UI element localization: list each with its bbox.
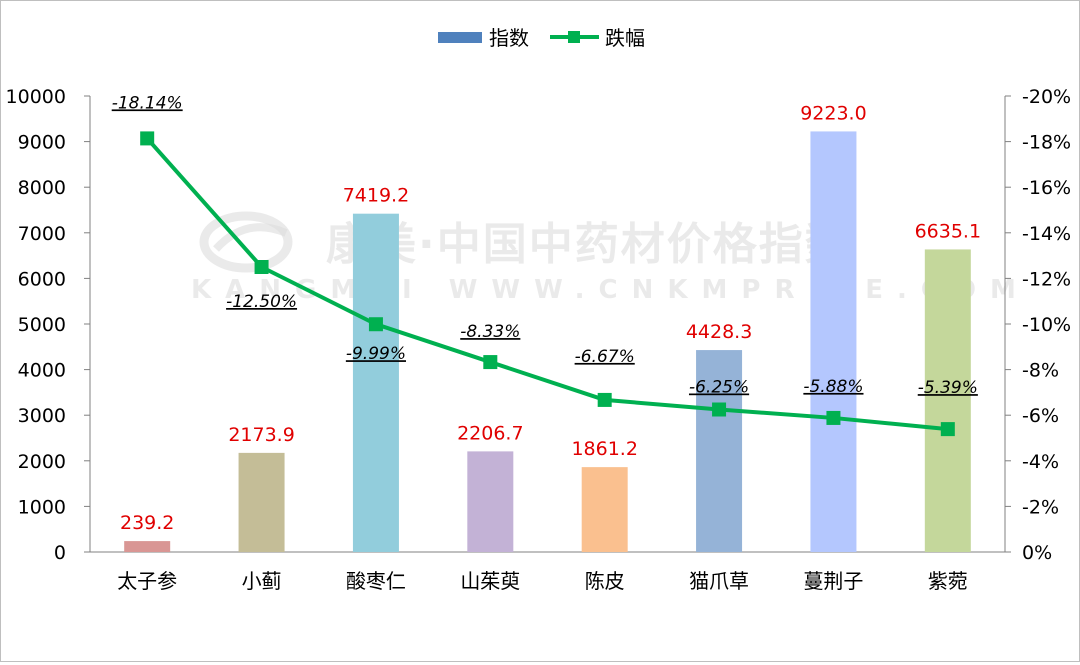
bar-value-label: 1861.2: [571, 438, 637, 460]
category-label: 太子参: [117, 569, 177, 593]
line-labels: -18.14% -12.50% -9.99% -8.33% -6.67% -6.25% -5…: [112, 93, 978, 398]
right-tick-label: -4%: [1022, 451, 1059, 473]
bar-labels: 239.2 2173.9 7419.2 2206.7 1861.2 4428.3 9223.…: [120, 102, 981, 534]
watermark-logo-icon: [199, 211, 293, 273]
bar: [124, 541, 171, 552]
left-tick-label: 5000: [18, 314, 66, 336]
bar-value-label: 4428.3: [686, 321, 752, 343]
line-value-label: -8.33%: [460, 322, 520, 342]
line-marker: [826, 410, 841, 425]
left-tick-label: 10000: [6, 86, 66, 108]
right-axis-ticks: 0% -2% -4% -6% -8% -10% -12% -14% -16% -18% -20%: [1005, 86, 1071, 564]
right-tick-label: -14%: [1022, 223, 1071, 245]
left-tick-label: 9000: [18, 132, 66, 154]
legend-bar-label: 指数: [489, 26, 529, 50]
right-tick-label: -20%: [1022, 86, 1071, 108]
bar-value-label: 239.2: [120, 512, 174, 534]
category-labels: 太子参 小蓟 酸枣仁 山茱萸 陈皮 猫爪草 蔓荆子 紫菀: [117, 569, 968, 593]
bar: [581, 467, 628, 552]
legend-line-marker: [568, 31, 580, 43]
left-tick-label: 0: [54, 542, 66, 564]
line-value-label: -6.67%: [575, 347, 635, 367]
left-tick-label: 3000: [18, 405, 66, 427]
right-tick-label: -8%: [1022, 360, 1059, 382]
left-tick-label: 1000: [18, 496, 66, 518]
right-tick-label: -16%: [1022, 177, 1071, 199]
bar: [696, 350, 743, 552]
bar-series: [124, 131, 971, 552]
line-series: [140, 131, 955, 437]
axes: [89, 96, 1006, 553]
bar: [924, 249, 971, 552]
bar: [810, 131, 857, 552]
line-value-label: -12.50%: [226, 292, 297, 312]
bar-value-label: 2173.9: [228, 424, 294, 446]
bar: [352, 213, 399, 552]
line-marker: [597, 392, 612, 407]
legend-line-label: 跌幅: [605, 26, 645, 50]
legend-bar-swatch: [438, 32, 482, 43]
bar: [467, 451, 514, 552]
left-axis-ticks: 0 1000 2000 3000 4000 5000 6000 7000 8000 9000 100…: [6, 86, 90, 564]
category-label: 蔓荆子: [803, 569, 863, 593]
category-label: 酸枣仁: [346, 569, 406, 593]
category-label: 山茱萸: [460, 569, 520, 593]
line-marker: [483, 355, 498, 370]
right-tick-label: -18%: [1022, 132, 1071, 154]
watermark-cn-text: 康美·中国中药材价格指数: [326, 219, 851, 270]
right-tick-label: 0%: [1022, 542, 1052, 564]
bar-value-label: 7419.2: [343, 185, 409, 207]
bar-value-label: 9223.0: [800, 102, 866, 124]
category-label: 猫爪草: [689, 569, 749, 593]
line-marker: [140, 131, 155, 146]
line-marker: [712, 402, 727, 417]
bar-value-label: 6635.1: [915, 220, 981, 242]
left-tick-label: 2000: [18, 451, 66, 473]
right-tick-label: -10%: [1022, 314, 1071, 336]
line-marker: [254, 260, 269, 274]
category-label: 紫菀: [928, 569, 968, 593]
left-tick-label: 8000: [18, 177, 66, 199]
left-tick-label: 6000: [18, 268, 66, 290]
bar-value-label: 2206.7: [457, 422, 523, 444]
right-tick-label: -12%: [1022, 268, 1071, 290]
line-value-label: -9.99%: [346, 344, 406, 364]
category-label: 小蓟: [242, 569, 282, 593]
watermark: 康美·中国中药材价格指数 KANGMEI WWW.CNKMPRICE.COM: [191, 211, 1030, 305]
legend: 指数 跌幅: [438, 26, 645, 50]
line-path: [145, 137, 949, 432]
line-marker: [940, 422, 955, 437]
line-marker: [368, 317, 383, 332]
line-value-label: -18.14%: [112, 93, 183, 113]
right-tick-label: -6%: [1022, 405, 1059, 427]
bar: [238, 452, 285, 552]
left-tick-label: 7000: [18, 223, 66, 245]
line-value-label: -6.25%: [689, 378, 749, 398]
line-value-label: -5.88%: [803, 377, 863, 397]
line-value-label: -5.39%: [918, 378, 978, 398]
category-label: 陈皮: [585, 569, 625, 593]
right-tick-label: -2%: [1022, 496, 1059, 518]
left-tick-label: 4000: [18, 360, 66, 382]
watermark-en-text: KANGMEI WWW.CNKMPRICE.COM: [191, 275, 1030, 305]
